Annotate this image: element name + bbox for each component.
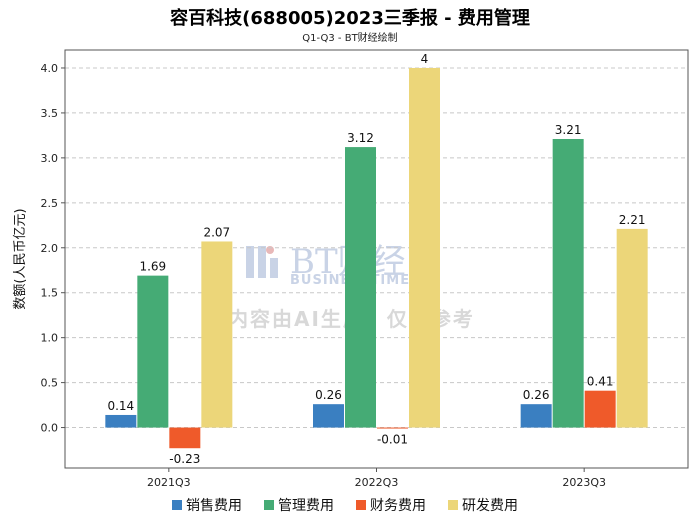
bar: [616, 228, 648, 428]
bar: [345, 147, 376, 428]
data-label: 4: [421, 52, 429, 66]
grid-layer: [65, 67, 688, 429]
data-label: 3.12: [347, 131, 374, 145]
y-tick-label: 3.0: [41, 152, 59, 165]
legend-swatch: [264, 500, 274, 510]
data-label: 2.21: [619, 213, 646, 227]
bar: [520, 404, 552, 428]
bar: [552, 138, 584, 428]
legend-label: 管理费用: [278, 498, 334, 514]
y-tick-label: 0.5: [41, 377, 59, 390]
data-label-layer: 0.14 1.69 -0.23 2.07 0.26 3.12 -0.01 4 0.26 3.21 0…: [107, 52, 645, 466]
x-tick-label: 2022Q3: [355, 476, 399, 489]
data-label: 0.26: [315, 388, 342, 402]
data-label: -0.01: [377, 432, 408, 446]
bar-layer: [105, 67, 648, 449]
x-tick-label: 2021Q3: [147, 476, 191, 489]
bar: [137, 275, 169, 428]
data-label: 2.07: [203, 225, 230, 239]
x-category-layer: 2021Q3 2022Q3 2023Q3: [147, 468, 606, 489]
legend-label: 研发费用: [462, 498, 518, 514]
y-tick-label: 3.5: [41, 107, 59, 120]
bar: [377, 427, 408, 429]
y-axis-title: 数额(人民币亿元): [13, 208, 28, 309]
legend-swatch: [448, 500, 458, 510]
y-tick-layer: 0.0 0.5 1.0 1.5 2.0 2.5 3.0 3.5 4.0: [41, 62, 65, 435]
data-label: 0.41: [587, 375, 614, 389]
x-tick-label: 2023Q3: [562, 476, 606, 489]
bar: [201, 241, 233, 428]
y-tick-label: 2.0: [41, 242, 59, 255]
watermark-logo-icon: [246, 246, 278, 278]
data-label: 1.69: [139, 260, 166, 274]
chart-subtitle: Q1-Q3 - BT财经绘制: [302, 33, 398, 44]
legend-swatch: [172, 500, 182, 510]
legend-label: 销售费用: [186, 498, 242, 514]
y-tick-label: 4.0: [41, 62, 59, 75]
plot-frame: [64, 49, 689, 469]
bar: [169, 427, 201, 449]
y-tick-label: 2.5: [41, 197, 59, 210]
y-tick-label: 1.0: [41, 332, 59, 345]
bar: [409, 67, 440, 428]
legend-swatch: [356, 500, 366, 510]
data-label: 3.21: [555, 123, 582, 137]
data-label: -0.23: [169, 452, 200, 466]
chart-title: 容百科技(688005)2023三季报 - 费用管理: [170, 8, 530, 29]
bar: [105, 414, 137, 428]
data-label: 0.14: [107, 399, 134, 413]
legend-label: 财务费用: [370, 498, 426, 514]
data-label: 0.26: [523, 388, 550, 402]
bar: [313, 404, 344, 428]
bar: [584, 390, 616, 428]
legend: 销售费用 管理费用 财务费用 研发费用: [172, 498, 518, 514]
y-tick-label: 1.5: [41, 287, 59, 300]
y-tick-label: 0.0: [41, 422, 59, 435]
